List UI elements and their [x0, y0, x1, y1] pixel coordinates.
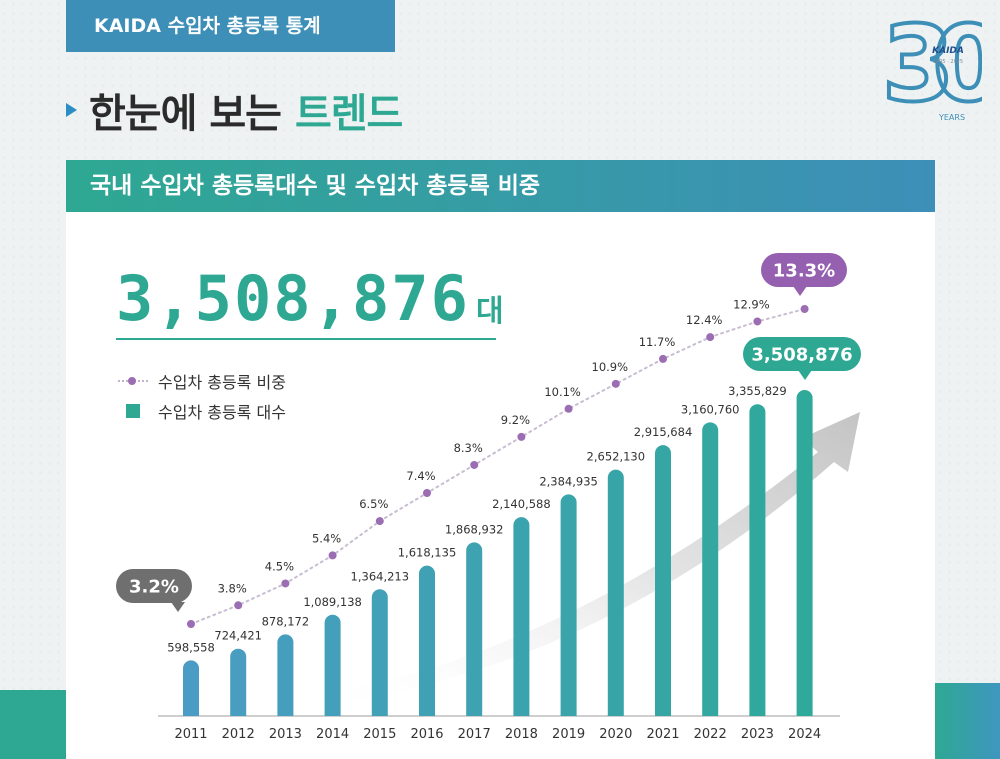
first-rate-callout: 3.2%	[116, 569, 192, 612]
square-marker-icon	[126, 404, 140, 418]
bar-2019	[560, 494, 577, 716]
legend-bar-label: 수입차 총등록 대수	[158, 403, 286, 422]
rate-point-2015	[375, 517, 384, 526]
dotted-line-marker-icon	[118, 376, 148, 386]
decor-block-right	[934, 683, 1000, 759]
chart-banner-title: 국내 수입차 총등록대수 및 수입차 총등록 비중	[66, 160, 935, 212]
x-tick-label: 2024	[788, 727, 821, 742]
x-tick-label: 2021	[646, 727, 679, 742]
counter-underline	[116, 338, 496, 340]
x-tick-label: 2019	[552, 727, 585, 742]
chart-legend: 수입차 총등록 비중 수입차 총등록 대수	[118, 366, 286, 426]
section-badge: KAIDA 수입차 총등록 통계	[66, 0, 395, 52]
rate-point-2024	[800, 305, 809, 313]
bar-2014	[324, 614, 341, 716]
legend-item-line: 수입차 총등록 비중	[118, 366, 286, 396]
bar-2023	[749, 404, 766, 716]
bar-2015	[371, 589, 388, 716]
rate-line	[190, 308, 806, 625]
last-count-callout: 3,508,876	[743, 337, 861, 380]
rate-value-label: 10.1%	[544, 385, 581, 399]
logo-brand: KAIDA	[932, 46, 964, 56]
x-tick-label: 2013	[269, 727, 302, 742]
rate-point-2016	[423, 489, 431, 498]
legend-item-bar: 수입차 총등록 대수	[118, 396, 286, 426]
bar-value-label: 1,089,138	[303, 595, 362, 609]
rate-value-label: 12.4%	[686, 313, 723, 327]
first-rate-callout-text: 3.2%	[129, 577, 179, 598]
rate-value-label: 10.9%	[592, 360, 629, 374]
logo-number: 30	[882, 8, 982, 124]
bar-2024	[796, 390, 813, 716]
bar-value-label: 1,868,932	[445, 522, 504, 536]
rate-point-2022	[706, 333, 715, 342]
bar-2021	[655, 445, 671, 716]
counter-value: 3,508,876	[116, 262, 470, 335]
bar-value-label: 3,160,760	[681, 402, 740, 416]
bar-value-label: 2,915,684	[634, 425, 693, 439]
bar-2017	[466, 542, 483, 716]
bar-2022	[702, 422, 719, 716]
rate-value-label: 5.4%	[312, 531, 341, 545]
bar-2018	[513, 517, 530, 716]
bar-value-label: 2,652,130	[587, 450, 646, 464]
rate-point-2020	[611, 379, 620, 388]
rate-point-2017	[470, 460, 479, 469]
x-tick-label: 2020	[599, 727, 632, 742]
last-rate-callout-text: 13.3%	[773, 261, 835, 282]
rate-value-label: 3.8%	[218, 581, 247, 595]
rate-point-2019	[564, 404, 573, 413]
logo-years-label: YEARS	[938, 113, 965, 122]
headline-prefix: 한눈에 보는	[89, 91, 282, 137]
legend-line-label: 수입차 총등록 비중	[158, 373, 286, 392]
bar-2016	[419, 565, 435, 716]
rate-value-label: 7.4%	[406, 469, 435, 483]
rate-point-2012	[234, 601, 243, 610]
rate-point-2014	[328, 551, 337, 560]
total-counter: 3,508,876 대	[116, 258, 506, 334]
logo-years-range: 1995 · 2025	[933, 59, 963, 65]
x-tick-label: 2015	[363, 727, 396, 742]
x-tick-label: 2014	[316, 727, 349, 742]
rate-value-label: 8.3%	[454, 441, 483, 455]
rate-point-2011	[187, 620, 195, 628]
rate-value-label: 9.2%	[501, 413, 530, 427]
bar-value-label: 878,172	[262, 614, 310, 628]
bar-value-label: 2,384,935	[539, 474, 598, 488]
bar-2012	[230, 648, 247, 716]
rate-point-2021	[659, 354, 667, 363]
rate-point-2013	[281, 579, 290, 588]
rate-value-label: 6.5%	[359, 497, 388, 511]
bar-value-label: 598,558	[167, 640, 215, 654]
rate-value-label: 11.7%	[639, 335, 676, 349]
decor-block-left	[0, 690, 66, 759]
bar-value-label: 1,618,135	[398, 546, 457, 560]
bar-value-label: 1,364,213	[351, 569, 410, 583]
x-tick-label: 2022	[694, 727, 727, 742]
x-tick-label: 2012	[222, 727, 255, 742]
rate-point-2023	[753, 317, 762, 326]
last-count-callout-text: 3,508,876	[751, 345, 852, 366]
x-tick-label: 2017	[458, 727, 491, 742]
bar-value-label: 2,140,588	[492, 497, 551, 511]
rate-value-label: 12.9%	[733, 297, 770, 311]
bar-value-label: 3,355,829	[728, 384, 787, 398]
headline-highlight: 트렌드	[294, 91, 403, 137]
bar-2013	[277, 634, 294, 716]
x-tick-label: 2018	[505, 727, 538, 742]
rate-value-label: 4.5%	[265, 559, 294, 573]
x-tick-label: 2011	[174, 727, 207, 742]
last-rate-callout: 13.3%	[761, 253, 847, 296]
bar-value-label: 724,421	[214, 629, 262, 643]
page-headline: 한눈에 보는 트렌드	[66, 82, 403, 138]
bar-2020	[607, 469, 624, 716]
x-tick-label: 2023	[741, 727, 774, 742]
bar-2011	[183, 660, 199, 716]
counter-unit: 대	[475, 294, 506, 329]
triangle-bullet-icon	[66, 103, 77, 117]
rate-point-2018	[517, 432, 526, 441]
x-tick-label: 2016	[410, 727, 443, 742]
kaida-30-years-logo: 30 KAIDA 1995 · 2025 YEARS	[882, 8, 982, 124]
